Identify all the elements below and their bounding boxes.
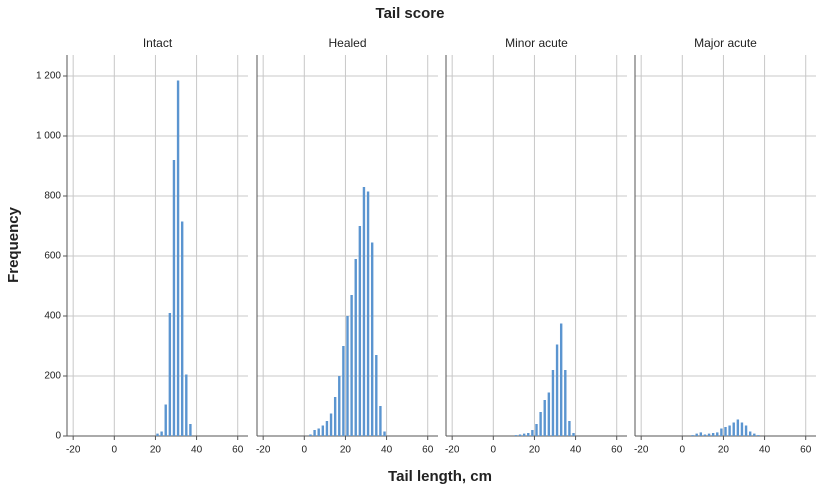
bar [539,412,542,436]
bar [572,433,575,436]
y-tick-label: 200 [44,371,61,382]
bar [711,433,715,436]
y-tick-label: 1 000 [36,131,61,142]
x-tick-label: 40 [570,445,582,456]
x-tick-label: 0 [680,445,686,456]
bar [728,425,731,436]
panel-title: Minor acute [505,36,568,50]
bar [514,435,518,436]
bar [522,433,526,436]
bar [313,430,316,436]
bar [321,425,325,436]
x-tick-label: -20 [66,445,81,456]
bar [531,430,534,436]
bar [168,313,172,436]
bar [383,431,386,436]
bar [346,316,349,436]
bar [362,187,366,436]
bar [164,404,167,436]
bar [333,397,337,436]
x-tick-label: 0 [302,445,308,456]
bar [551,370,555,436]
y-tick-label: 600 [44,251,61,262]
x-tick-label: 60 [800,445,812,456]
panel-title: Intact [143,36,173,50]
bar [527,433,530,436]
bar [732,422,735,436]
x-tick-label: 20 [529,445,541,456]
y-axis-title: Frequency [5,206,22,283]
bar [350,295,353,436]
x-tick-label: -20 [634,445,649,456]
bar [309,434,312,436]
bar [366,191,370,436]
x-tick-label: -20 [445,445,460,456]
bar [707,433,711,436]
x-tick-label: 40 [191,445,203,456]
bar [547,392,551,436]
bar [724,427,727,436]
x-tick-label: 0 [491,445,497,456]
bar [329,413,333,436]
bar [559,323,563,436]
x-tick-label: 40 [759,445,771,456]
bar [375,355,378,436]
bar [160,431,163,436]
bar [757,435,760,436]
y-tick-label: 400 [44,311,61,322]
bar [317,428,320,436]
x-axis-title: Tail length, cm [388,468,492,485]
x-tick-label: 60 [611,445,623,456]
x-tick-label: 60 [422,445,434,456]
panel-title: Major acute [694,36,757,50]
y-tick-label: 1 200 [36,71,61,82]
bar [518,434,522,436]
bar [379,406,382,436]
x-tick-label: 20 [150,445,162,456]
bar [358,226,362,436]
y-tick-label: 0 [55,431,61,442]
bar [338,376,341,436]
bar [699,432,703,436]
bar [564,370,567,436]
bar [748,431,752,436]
bar [156,433,159,436]
bar [691,435,694,436]
bar [189,424,192,436]
bar [325,421,329,436]
bar [736,419,740,436]
x-tick-label: 20 [718,445,730,456]
bar [744,425,748,436]
bar [555,344,559,436]
bar [185,374,188,436]
bar [716,432,719,436]
bar [354,259,357,436]
y-tick-label: 800 [44,191,61,202]
bar [720,428,723,436]
bar [180,221,184,436]
x-tick-label: 60 [232,445,244,456]
x-tick-label: -20 [256,445,271,456]
bar [543,400,546,436]
bar [172,160,176,436]
bar [695,433,698,436]
bar [703,434,707,436]
bar [535,424,538,436]
bar [342,346,345,436]
x-tick-label: 40 [381,445,393,456]
bar [753,433,756,436]
chart-title: Tail score [376,5,445,22]
bar [176,80,180,436]
bar [740,422,744,436]
x-tick-label: 20 [340,445,352,456]
bar [370,242,374,436]
bar [568,421,571,436]
x-tick-label: 0 [112,445,118,456]
panel-title: Healed [328,36,366,50]
